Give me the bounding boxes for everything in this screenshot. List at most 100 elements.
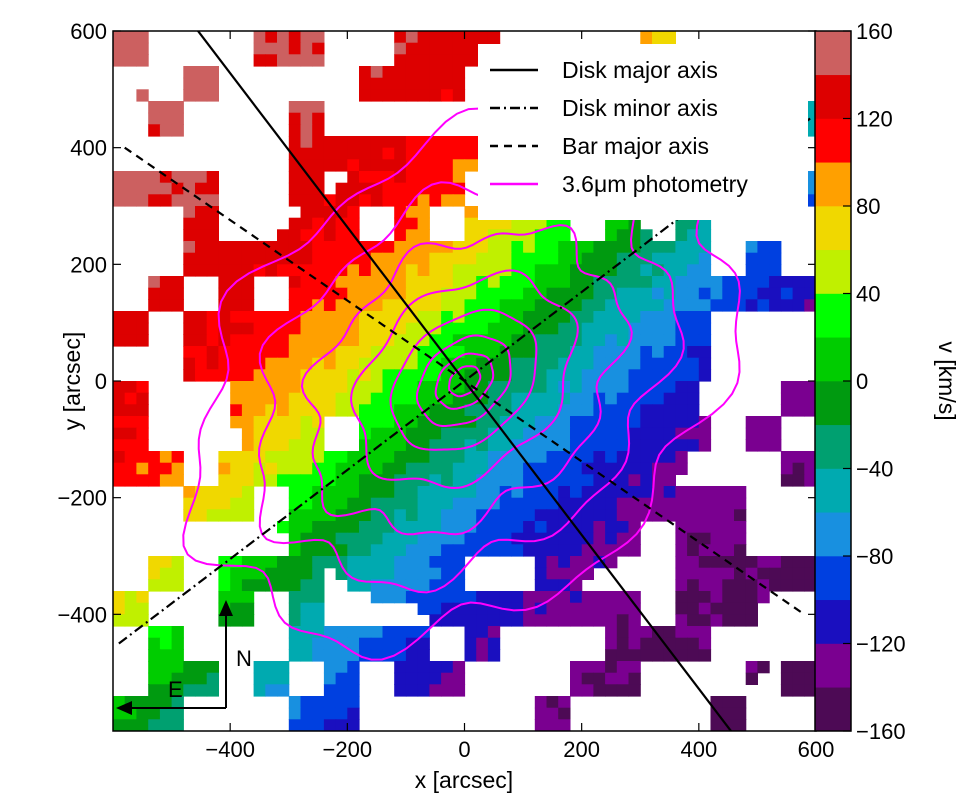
velocity-cell xyxy=(605,509,618,522)
velocity-cell xyxy=(429,171,442,184)
velocity-cell xyxy=(546,252,559,265)
velocity-cell xyxy=(277,311,290,324)
y-tick-label: −400 xyxy=(57,602,107,627)
velocity-cell xyxy=(652,334,665,347)
velocity-cell xyxy=(265,241,278,254)
velocity-cell xyxy=(605,602,618,615)
velocity-cell xyxy=(675,451,688,464)
velocity-cell xyxy=(757,556,770,569)
velocity-cell xyxy=(546,392,559,405)
velocity-cell xyxy=(605,626,618,639)
velocity-cell xyxy=(745,556,758,569)
velocity-cell xyxy=(300,147,313,160)
velocity-cell xyxy=(394,404,407,417)
velocity-cell xyxy=(581,276,594,289)
velocity-cell xyxy=(183,182,196,195)
velocity-cell xyxy=(769,299,782,312)
velocity-cell xyxy=(804,474,816,487)
velocity-cell xyxy=(663,404,676,417)
velocity-cell xyxy=(394,346,407,359)
velocity-cell xyxy=(417,521,430,534)
velocity-cell xyxy=(300,346,313,359)
velocity-cell xyxy=(195,241,208,254)
velocity-cell xyxy=(570,614,583,627)
velocity-cell xyxy=(171,112,184,125)
velocity-cell xyxy=(675,369,688,382)
velocity-cell xyxy=(616,474,630,487)
velocity-cell xyxy=(452,579,466,592)
velocity-cell xyxy=(253,252,266,265)
photometry-isophote xyxy=(300,224,633,536)
velocity-cell xyxy=(241,462,255,475)
velocity-cell xyxy=(241,579,255,592)
velocity-cell xyxy=(241,322,255,335)
velocity-cell xyxy=(663,392,676,405)
velocity-cell xyxy=(663,474,676,487)
velocity-cell xyxy=(241,357,255,370)
velocity-cell xyxy=(616,439,630,452)
velocity-cell xyxy=(570,532,583,545)
velocity-cell xyxy=(136,334,149,347)
velocity-cell xyxy=(581,661,594,674)
velocity-cell xyxy=(640,416,653,429)
velocity-cell xyxy=(441,509,454,522)
velocity-cell xyxy=(335,404,348,417)
velocity-cell xyxy=(616,684,630,697)
velocity-cell xyxy=(405,591,419,604)
velocity-cell xyxy=(687,287,700,300)
velocity-cell xyxy=(722,591,735,604)
compass-east-arrowhead xyxy=(116,701,132,715)
velocity-cell xyxy=(148,112,161,125)
velocity-cell xyxy=(312,112,325,125)
velocity-cell xyxy=(206,264,219,277)
velocity-cell xyxy=(347,544,360,557)
velocity-cell xyxy=(183,322,196,335)
velocity-cell xyxy=(359,322,372,335)
velocity-cell xyxy=(581,532,594,545)
velocity-cell xyxy=(605,252,618,265)
velocity-cell xyxy=(429,614,442,627)
velocity-cell xyxy=(698,416,712,429)
velocity-cell xyxy=(546,521,559,534)
velocity-cell xyxy=(370,346,384,359)
colorbar-tick-label: 80 xyxy=(856,194,880,219)
velocity-cell xyxy=(452,474,466,487)
velocity-cell xyxy=(277,369,290,382)
velocity-cell xyxy=(722,276,735,289)
velocity-cell xyxy=(698,637,712,650)
velocity-cell xyxy=(359,136,372,149)
velocity-cell xyxy=(687,404,700,417)
velocity-cell xyxy=(312,509,325,522)
velocity-cell xyxy=(499,462,512,475)
velocity-cell xyxy=(441,299,454,312)
velocity-cell xyxy=(417,171,430,184)
velocity-cell xyxy=(687,369,700,382)
velocity-cell xyxy=(370,462,384,475)
velocity-cell xyxy=(183,264,196,277)
velocity-cell xyxy=(253,381,266,394)
velocity-cell xyxy=(570,357,583,370)
velocity-cell xyxy=(394,509,407,522)
velocity-cell xyxy=(687,591,700,604)
velocity-cell xyxy=(124,311,137,324)
velocity-cell xyxy=(687,357,700,370)
velocity-cell xyxy=(394,194,407,207)
velocity-cell xyxy=(347,287,360,300)
velocity-cell xyxy=(581,497,594,510)
velocity-cell xyxy=(288,696,302,709)
velocity-cell xyxy=(558,567,571,580)
velocity-cell xyxy=(394,42,407,55)
velocity-cell xyxy=(429,404,442,417)
velocity-cell xyxy=(581,322,594,335)
velocity-cell xyxy=(288,474,302,487)
velocity-cell xyxy=(288,521,302,534)
velocity-cell xyxy=(382,556,395,569)
velocity-cell xyxy=(534,451,548,464)
velocity-cell xyxy=(312,322,325,335)
velocity-cell xyxy=(206,486,219,499)
velocity-cell xyxy=(652,276,665,289)
velocity-cell xyxy=(722,299,735,312)
velocity-cell xyxy=(335,707,348,720)
velocity-cell xyxy=(335,252,348,265)
velocity-cell xyxy=(159,299,173,312)
